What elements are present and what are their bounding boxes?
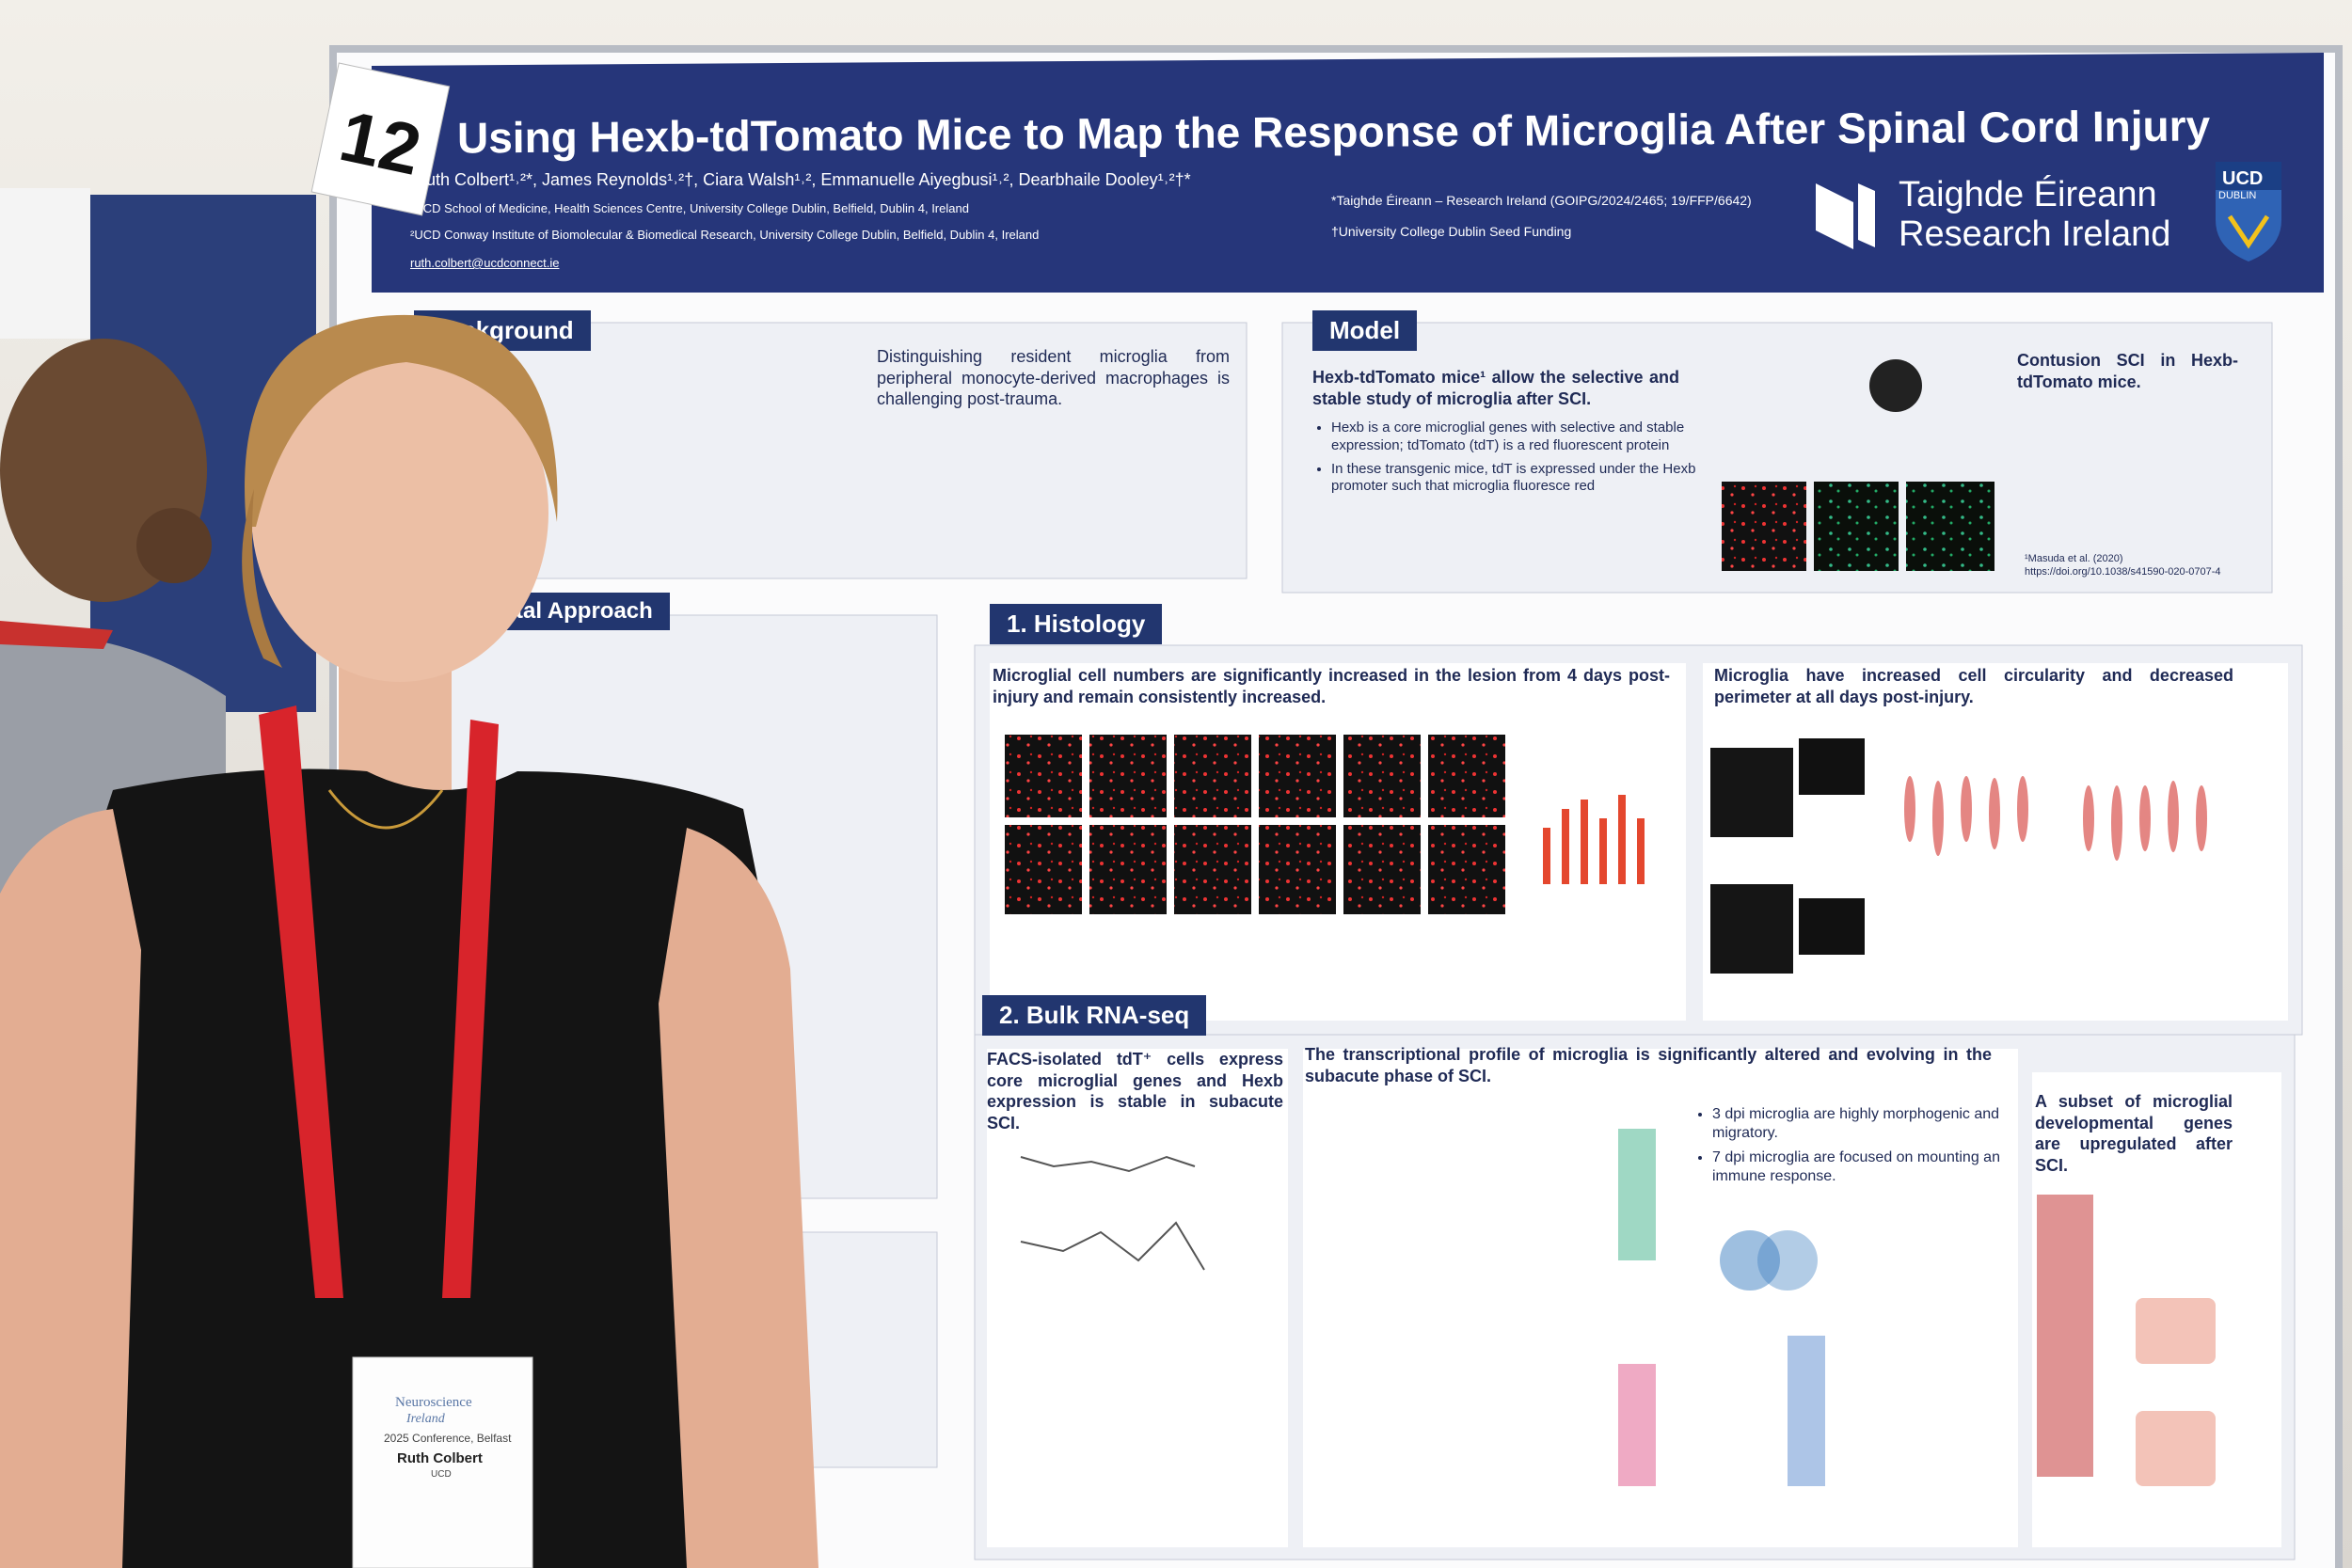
- shield-text: UCD: [2222, 168, 2264, 189]
- micrograph: [1722, 482, 1806, 571]
- badge-conference: 2025 Conference, Belfast: [384, 1432, 512, 1445]
- authors: Ruth Colbert¹˒²*, James Reynolds¹˒²†, Ci…: [414, 170, 1191, 189]
- model-lead: Hexb-tdTomato mice¹ allow the selective …: [1312, 368, 1679, 408]
- histology-right-text: Microglia have increased cell circularit…: [1714, 666, 2233, 706]
- bullet: Hexb is a core microglial genes with sel…: [1331, 420, 1708, 455]
- ri-logo-mark: [1816, 183, 1875, 249]
- cell-diagram: [1869, 359, 1922, 412]
- histology-left-text: Microglial cell numbers are significantl…: [993, 666, 1670, 706]
- section-title: Model: [1312, 310, 1418, 351]
- badge-affiliation: UCD: [431, 1469, 452, 1480]
- logo-text: Research Ireland: [1899, 214, 2171, 254]
- affiliation: ²UCD Conway Institute of Biomolecular & …: [410, 228, 1040, 242]
- background-text: Distinguishing resident microglia from p…: [877, 347, 1230, 408]
- shield-text: DUBLIN: [2218, 190, 2257, 201]
- bullet: 3 dpi microglia are highly morphogenic a…: [1712, 1105, 2013, 1143]
- violin-figure: [1904, 776, 2207, 861]
- affiliation: ¹UCD School of Medicine, Health Sciences…: [410, 201, 969, 215]
- badge-name: Ruth Colbert: [397, 1450, 483, 1466]
- rnaseq-left: [987, 1049, 1288, 1547]
- rnaseq-middle-text: The transcriptional profile of microglia…: [1305, 1045, 1992, 1085]
- model-bullets: Hexb is a core microglial genes with sel…: [1312, 420, 1708, 501]
- shield-top: [2216, 162, 2281, 190]
- bar-chart-figure: [1543, 795, 1645, 884]
- micrograph: [1814, 482, 1899, 571]
- micrograph: [1906, 482, 1994, 571]
- number-card: [310, 62, 451, 216]
- neighbour-poster: [0, 188, 90, 339]
- email: ruth.colbert@ucdconnect.ie: [410, 256, 560, 270]
- rnaseq-figures: [1020, 1129, 2216, 1486]
- bullet: 7 dpi microglia are focused on mounting …: [1712, 1148, 2013, 1186]
- badge-event: Ireland: [406, 1412, 445, 1426]
- reference: ¹Masuda et al. (2020) https://doi.org/10…: [2025, 553, 2221, 578]
- rnaseq-middle: [1303, 1049, 2018, 1547]
- badge-event: Neuroscience: [395, 1395, 472, 1410]
- logo-text: Taighde Éireann: [1899, 175, 2157, 214]
- section-title: 1. Histology: [990, 604, 1163, 644]
- funding: †University College Dublin Seed Funding: [1331, 224, 1572, 239]
- section-title: 2. Bulk RNA-seq: [982, 995, 1207, 1036]
- model-side: Contusion SCI in Hexb-tdTomato mice.: [2017, 351, 2238, 391]
- rnaseq-left-text: FACS-isolated tdT⁺ cells express core mi…: [987, 1050, 1283, 1132]
- presenter: [0, 314, 818, 1568]
- histology-images: [1005, 735, 1865, 974]
- bullet: In these transgenic mice, tdT is express…: [1331, 461, 1708, 497]
- harp: [2227, 214, 2270, 249]
- rnaseq-bullets: 3 dpi microglia are highly morphogenic a…: [1693, 1105, 2013, 1192]
- rnaseq-right-text: A subset of microglial developmental gen…: [2035, 1092, 2233, 1175]
- funding: *Taighde Éireann – Research Ireland (GOI…: [1331, 193, 1752, 208]
